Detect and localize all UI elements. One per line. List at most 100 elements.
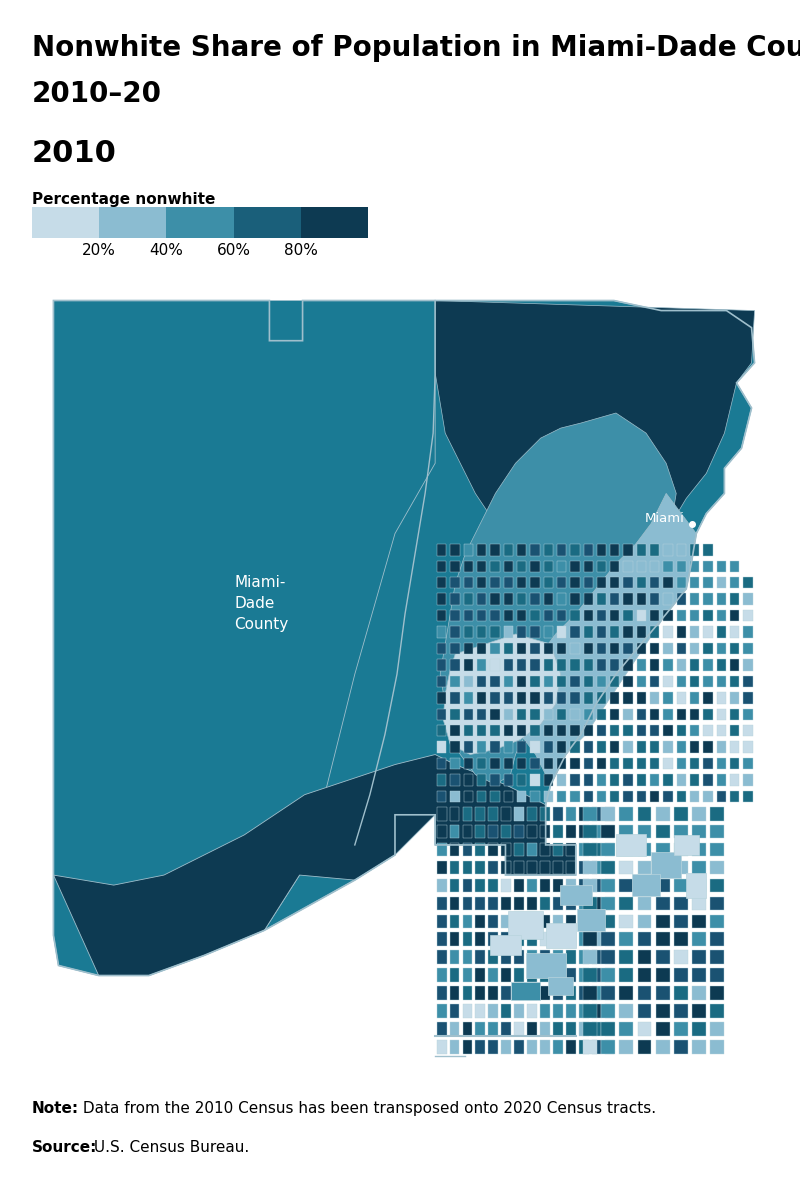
Bar: [677, 758, 686, 769]
Bar: [530, 676, 540, 688]
Bar: [490, 725, 500, 737]
Bar: [583, 577, 593, 588]
Bar: [490, 594, 500, 605]
Bar: [743, 577, 753, 588]
Bar: [504, 676, 513, 688]
Bar: [592, 968, 602, 982]
Bar: [548, 977, 574, 995]
Bar: [592, 842, 602, 857]
Bar: [437, 774, 446, 786]
Bar: [583, 676, 593, 688]
Bar: [437, 1022, 446, 1036]
Bar: [517, 610, 526, 622]
Bar: [488, 986, 498, 1000]
Bar: [450, 950, 459, 964]
Bar: [475, 806, 486, 821]
Bar: [475, 932, 486, 946]
Bar: [583, 659, 593, 671]
Bar: [578, 806, 589, 821]
Bar: [502, 986, 511, 1000]
Bar: [717, 758, 726, 769]
Bar: [437, 968, 446, 982]
Bar: [557, 774, 566, 786]
Bar: [578, 878, 589, 893]
Bar: [619, 806, 634, 821]
Bar: [605, 986, 614, 1000]
Bar: [717, 560, 726, 572]
Bar: [578, 896, 589, 911]
Bar: [544, 643, 553, 654]
Bar: [477, 577, 486, 588]
Bar: [464, 692, 473, 703]
Bar: [638, 1004, 651, 1018]
Bar: [601, 986, 615, 1000]
Bar: [690, 758, 699, 769]
Bar: [597, 626, 606, 638]
Bar: [544, 676, 553, 688]
Bar: [540, 860, 550, 875]
Bar: [504, 626, 513, 638]
Polygon shape: [443, 634, 561, 755]
Bar: [570, 676, 579, 688]
Bar: [527, 914, 537, 928]
Bar: [583, 643, 593, 654]
Bar: [692, 806, 706, 821]
Bar: [437, 692, 446, 703]
Bar: [605, 1022, 614, 1036]
Bar: [674, 1004, 688, 1018]
Bar: [530, 791, 540, 803]
Bar: [578, 1022, 589, 1036]
Bar: [570, 560, 579, 572]
Bar: [601, 860, 615, 875]
Bar: [578, 932, 589, 946]
Bar: [527, 1040, 537, 1054]
Bar: [437, 560, 446, 572]
Bar: [638, 986, 651, 1000]
Bar: [504, 659, 513, 671]
Bar: [610, 758, 619, 769]
Bar: [514, 1022, 524, 1036]
Bar: [527, 1004, 537, 1018]
Bar: [623, 643, 633, 654]
Bar: [638, 878, 651, 893]
Bar: [517, 708, 526, 720]
Bar: [475, 1040, 486, 1054]
Bar: [557, 758, 566, 769]
Bar: [730, 692, 739, 703]
Bar: [610, 577, 619, 588]
Bar: [477, 676, 486, 688]
Bar: [583, 860, 597, 875]
Bar: [710, 842, 724, 857]
Bar: [703, 742, 713, 752]
Bar: [544, 610, 553, 622]
Bar: [677, 594, 686, 605]
Bar: [605, 860, 614, 875]
Bar: [583, 1004, 597, 1018]
Bar: [566, 1040, 576, 1054]
Bar: [601, 896, 615, 911]
Bar: [553, 860, 562, 875]
Bar: [650, 692, 659, 703]
Bar: [690, 676, 699, 688]
Bar: [743, 626, 753, 638]
Bar: [637, 659, 646, 671]
Bar: [703, 610, 713, 622]
Bar: [650, 544, 659, 556]
Bar: [703, 594, 713, 605]
Bar: [656, 986, 670, 1000]
Bar: [743, 594, 753, 605]
Bar: [527, 860, 537, 875]
Bar: [553, 806, 562, 821]
Text: Note:: Note:: [32, 1102, 79, 1116]
Bar: [638, 1022, 651, 1036]
Bar: [690, 774, 699, 786]
Bar: [540, 896, 550, 911]
Bar: [692, 932, 706, 946]
Bar: [514, 986, 524, 1000]
Bar: [477, 791, 486, 803]
Bar: [437, 806, 446, 821]
Bar: [656, 950, 670, 964]
Bar: [504, 692, 513, 703]
Bar: [583, 791, 593, 803]
Bar: [638, 806, 651, 821]
